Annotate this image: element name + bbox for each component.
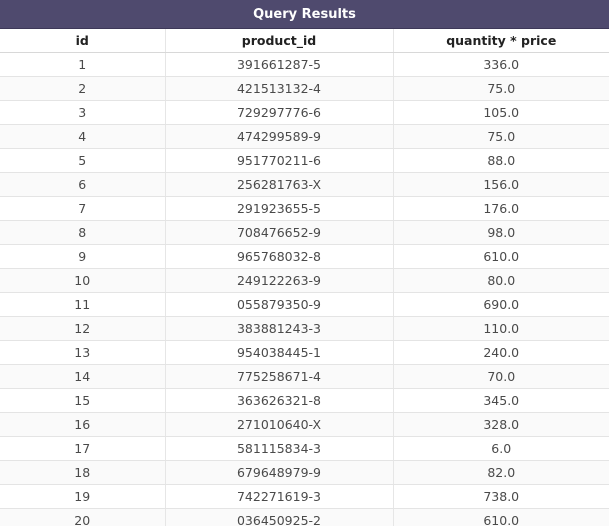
table-row[interactable]: 15 363626321-8 345.0 — [0, 388, 609, 413]
cell-id: 3 — [0, 100, 166, 125]
cell-quantity-price: 240.0 — [393, 340, 609, 365]
results-body: 1 391661287-5 336.0 2 421513132-4 75.0 3 729297… — [0, 52, 609, 526]
cell-product-id: 708476652-9 — [165, 220, 394, 245]
table-row[interactable]: 2 421513132-4 75.0 — [0, 76, 609, 101]
cell-id: 18 — [0, 460, 166, 485]
cell-product-id: 271010640-X — [165, 412, 394, 437]
cell-product-id: 581115834-3 — [165, 436, 394, 461]
cell-product-id: 474299589-9 — [165, 124, 394, 149]
cell-id: 11 — [0, 292, 166, 317]
cell-product-id: 679648979-9 — [165, 460, 394, 485]
cell-quantity-price: 610.0 — [393, 508, 609, 526]
cell-quantity-price: 105.0 — [393, 100, 609, 125]
table-row[interactable]: 1 391661287-5 336.0 — [0, 52, 609, 77]
cell-product-id: 363626321-8 — [165, 388, 394, 413]
cell-id: 7 — [0, 196, 166, 221]
cell-id: 6 — [0, 172, 166, 197]
column-header-id[interactable]: id — [0, 29, 166, 53]
table-row[interactable]: 9 965768032-8 610.0 — [0, 244, 609, 269]
cell-quantity-price: 80.0 — [393, 268, 609, 293]
cell-quantity-price: 156.0 — [393, 172, 609, 197]
table-row[interactable]: 4 474299589-9 75.0 — [0, 124, 609, 149]
cell-product-id: 036450925-2 — [165, 508, 394, 526]
cell-id: 8 — [0, 220, 166, 245]
cell-id: 4 — [0, 124, 166, 149]
cell-product-id: 775258671-4 — [165, 364, 394, 389]
cell-product-id: 954038445-1 — [165, 340, 394, 365]
table-row[interactable]: 7 291923655-5 176.0 — [0, 196, 609, 221]
cell-product-id: 742271619-3 — [165, 484, 394, 509]
cell-id: 1 — [0, 52, 166, 77]
cell-quantity-price: 610.0 — [393, 244, 609, 269]
cell-quantity-price: 690.0 — [393, 292, 609, 317]
cell-product-id: 965768032-8 — [165, 244, 394, 269]
cell-id: 14 — [0, 364, 166, 389]
table-row[interactable]: 11 055879350-9 690.0 — [0, 292, 609, 317]
cell-id: 19 — [0, 484, 166, 509]
table-row[interactable]: 10 249122263-9 80.0 — [0, 268, 609, 293]
table-row[interactable]: 3 729297776-6 105.0 — [0, 100, 609, 125]
cell-id: 9 — [0, 244, 166, 269]
column-header-quantity-price[interactable]: quantity * price — [393, 29, 609, 53]
cell-id: 20 — [0, 508, 166, 526]
cell-product-id: 249122263-9 — [165, 268, 394, 293]
cell-quantity-price: 738.0 — [393, 484, 609, 509]
cell-product-id: 421513132-4 — [165, 76, 394, 101]
cell-id: 17 — [0, 436, 166, 461]
cell-quantity-price: 176.0 — [393, 196, 609, 221]
cell-id: 13 — [0, 340, 166, 365]
cell-product-id: 729297776-6 — [165, 100, 394, 125]
table-row[interactable]: 18 679648979-9 82.0 — [0, 460, 609, 485]
cell-quantity-price: 75.0 — [393, 124, 609, 149]
cell-id: 10 — [0, 268, 166, 293]
results-table: id product_id quantity * price 1 39166128… — [0, 29, 609, 526]
cell-id: 16 — [0, 412, 166, 437]
cell-product-id: 055879350-9 — [165, 292, 394, 317]
cell-product-id: 391661287-5 — [165, 52, 394, 77]
table-row[interactable]: 12 383881243-3 110.0 — [0, 316, 609, 341]
cell-quantity-price: 82.0 — [393, 460, 609, 485]
table-row[interactable]: 14 775258671-4 70.0 — [0, 364, 609, 389]
cell-quantity-price: 88.0 — [393, 148, 609, 173]
table-row[interactable]: 5 951770211-6 88.0 — [0, 148, 609, 173]
cell-quantity-price: 336.0 — [393, 52, 609, 77]
cell-quantity-price: 98.0 — [393, 220, 609, 245]
cell-product-id: 951770211-6 — [165, 148, 394, 173]
cell-product-id: 256281763-X — [165, 172, 394, 197]
cell-id: 5 — [0, 148, 166, 173]
cell-quantity-price: 70.0 — [393, 364, 609, 389]
table-row[interactable]: 13 954038445-1 240.0 — [0, 340, 609, 365]
header-row: id product_id quantity * price — [0, 29, 609, 53]
table-row[interactable]: 19 742271619-3 738.0 — [0, 484, 609, 509]
cell-quantity-price: 75.0 — [393, 76, 609, 101]
cell-quantity-price: 6.0 — [393, 436, 609, 461]
table-row[interactable]: 20 036450925-2 610.0 — [0, 508, 609, 526]
cell-quantity-price: 345.0 — [393, 388, 609, 413]
column-header-product-id[interactable]: product_id — [165, 29, 394, 53]
table-row[interactable]: 6 256281763-X 156.0 — [0, 172, 609, 197]
cell-product-id: 383881243-3 — [165, 316, 394, 341]
table-row[interactable]: 8 708476652-9 98.0 — [0, 220, 609, 245]
table-row[interactable]: 16 271010640-X 328.0 — [0, 412, 609, 437]
panel-title: Query Results — [0, 0, 609, 29]
cell-product-id: 291923655-5 — [165, 196, 394, 221]
cell-quantity-price: 328.0 — [393, 412, 609, 437]
cell-id: 2 — [0, 76, 166, 101]
cell-id: 12 — [0, 316, 166, 341]
table-row[interactable]: 17 581115834-3 6.0 — [0, 436, 609, 461]
cell-quantity-price: 110.0 — [393, 316, 609, 341]
cell-id: 15 — [0, 388, 166, 413]
